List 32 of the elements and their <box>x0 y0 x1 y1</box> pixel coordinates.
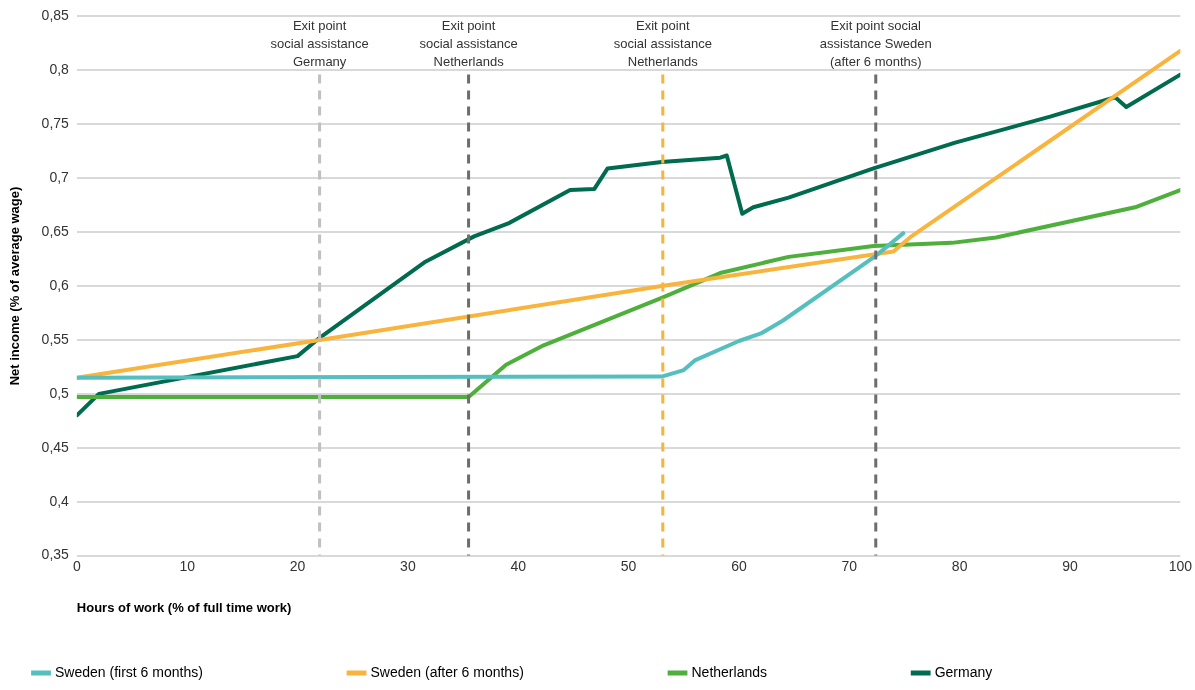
y-tick-label: 0,45 <box>41 438 70 455</box>
ref-line-label: Exit point social assistance Netherlands <box>613 18 712 70</box>
legend-label: Germany <box>934 663 1109 680</box>
y-tick-label: 0,8 <box>49 61 70 78</box>
y-tick-label: 0,7 <box>49 169 70 186</box>
x-tick-label: 80 <box>951 557 968 574</box>
ref-line-label: Exit point social assistance Germany <box>270 18 369 70</box>
x-tick-label: 10 <box>179 557 196 574</box>
y-tick-label: 0,65 <box>41 222 70 239</box>
x-tick-label: 30 <box>400 557 416 574</box>
x-tick-label: 100 <box>1168 557 1193 574</box>
legend-label: Netherlands <box>691 663 884 680</box>
y-axis-title: Net income (% of average wage) <box>7 186 23 386</box>
x-tick-label: 90 <box>1062 557 1078 574</box>
ref-line-label: Exit point social assistance Sweden (after 6 months) <box>819 18 932 70</box>
legend-label: Sweden (after 6 months) <box>370 663 641 680</box>
y-tick-label: 0,55 <box>41 330 70 347</box>
x-tick-label: 20 <box>289 557 306 574</box>
y-tick-label: 0,35 <box>41 546 70 563</box>
x-axis-title: Hours of work (% of full time work) <box>76 599 292 615</box>
x-tick-label: 0 <box>72 557 81 574</box>
legend-label: Sweden (first 6 months) <box>55 663 320 680</box>
y-tick-label: 0,4 <box>49 492 70 509</box>
y-tick-label: 0,85 <box>41 7 70 24</box>
y-tick-label: 0,75 <box>41 115 70 132</box>
ref-line-label: Exit point social assistance Netherlands <box>419 18 518 70</box>
x-tick-label: 70 <box>841 557 858 574</box>
x-tick-label: 60 <box>731 557 747 574</box>
y-tick-label: 0,5 <box>49 384 70 401</box>
x-tick-label: 40 <box>510 557 527 574</box>
y-tick-label: 0,6 <box>49 276 70 293</box>
x-tick-label: 50 <box>620 557 637 574</box>
